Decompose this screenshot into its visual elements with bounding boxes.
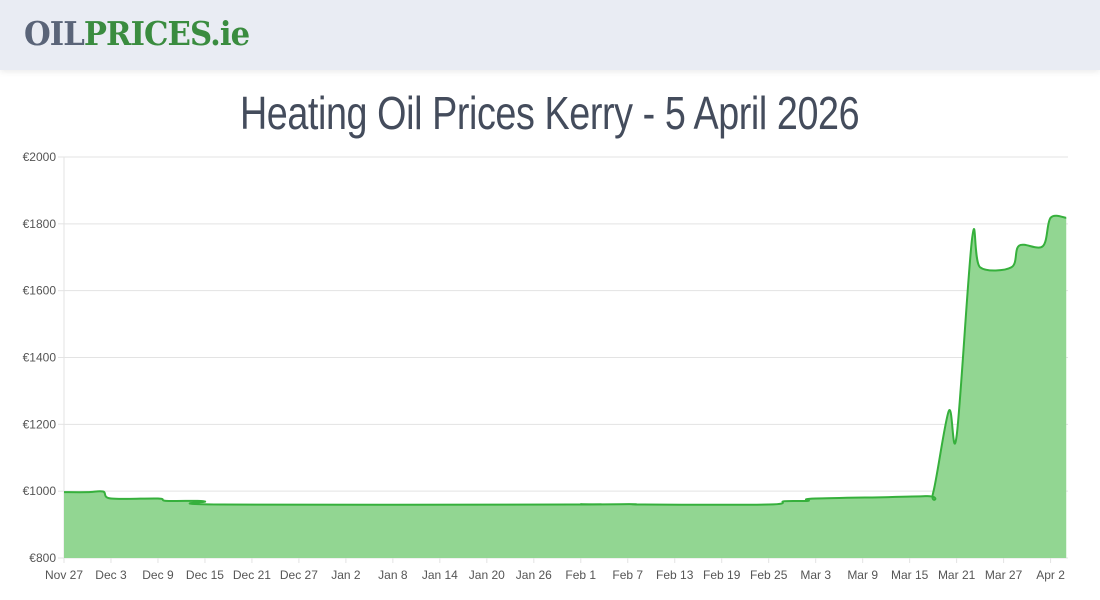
logo-text-prices: PRICES.ie [83, 14, 250, 53]
x-tick-label: Dec 21 [233, 568, 271, 582]
y-tick-label: €1800 [23, 217, 57, 231]
x-tick-label: Feb 7 [612, 568, 643, 582]
x-tick-label: Mar 21 [938, 568, 976, 582]
price-area-fill [64, 215, 1067, 558]
x-tick-label: Mar 3 [800, 568, 831, 582]
y-tick-label: €1400 [23, 351, 57, 365]
y-tick-label: €1200 [23, 417, 57, 431]
x-tick-label: Dec 3 [95, 568, 127, 582]
x-tick-label: Jan 26 [516, 568, 552, 582]
x-tick-label: Dec 15 [186, 568, 224, 582]
x-tick-label: Jan 20 [469, 568, 505, 582]
price-line [63, 214, 1067, 506]
site-logo[interactable]: OILPRICES.ie [24, 14, 250, 53]
x-tick-label: Jan 14 [422, 568, 458, 582]
site-header: OILPRICES.ie [0, 0, 1100, 70]
x-tick-label: Feb 13 [656, 568, 694, 582]
page-title: Heating Oil Prices Kerry - 5 April 2026 [0, 86, 1100, 140]
logo-text-oil: OIL [24, 14, 85, 53]
x-tick-label: Apr 2 [1036, 568, 1065, 582]
x-tick-label: Feb 1 [565, 568, 596, 582]
x-tick-label: Jan 2 [331, 568, 361, 582]
x-tick-label: Feb 19 [703, 568, 741, 582]
x-tick-label: Mar 27 [985, 568, 1023, 582]
x-tick-label: Mar 15 [891, 568, 929, 582]
x-tick-label: Dec 9 [142, 568, 174, 582]
y-tick-label: €1600 [23, 284, 57, 298]
x-tick-label: Feb 25 [750, 568, 788, 582]
x-tick-label: Jan 8 [378, 568, 408, 582]
x-tick-label: Dec 27 [280, 568, 318, 582]
x-tick-label: Mar 9 [847, 568, 878, 582]
y-tick-label: €800 [29, 551, 56, 565]
x-tick-label: Nov 27 [45, 568, 83, 582]
y-tick-label: €1000 [23, 484, 57, 498]
y-tick-label: €2000 [23, 150, 57, 164]
page-title-text: Heating Oil Prices Kerry - 5 April 2026 [240, 87, 860, 139]
